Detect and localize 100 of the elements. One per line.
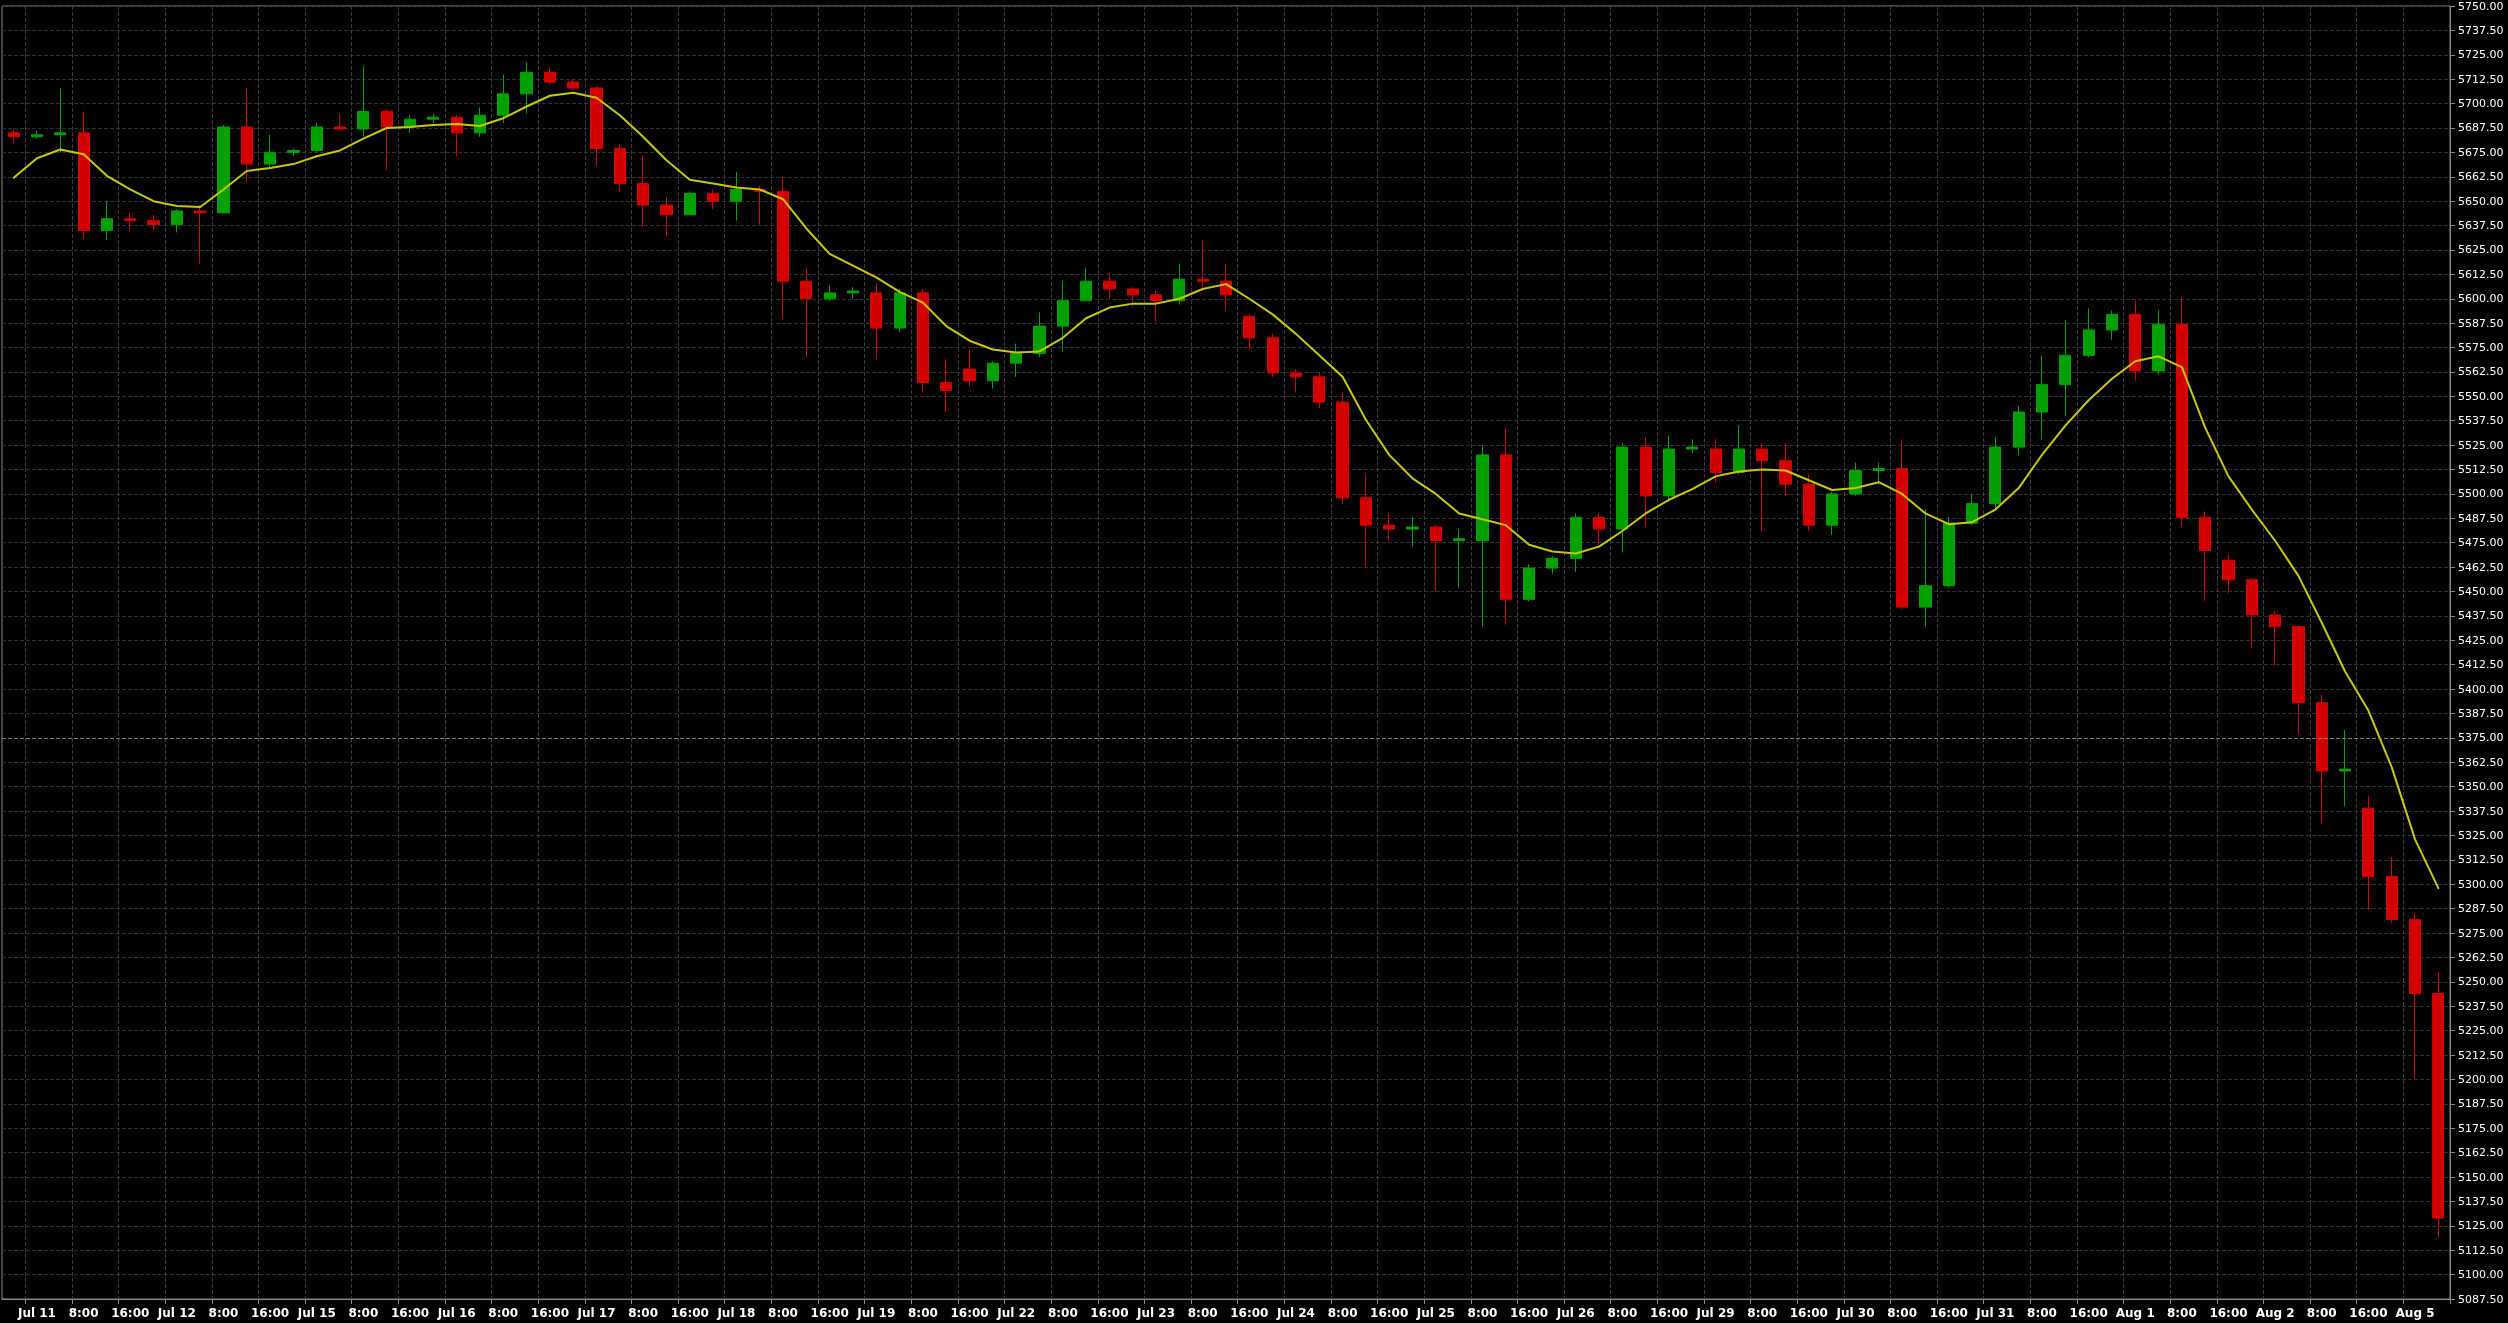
y-tick-label: 5200.00 [2458,1072,2504,1086]
candlestick [1826,491,1838,536]
candlestick [2222,553,2235,594]
candlestick [2409,913,2421,1080]
candlestick [1290,368,1302,393]
x-tick-label: 8:00 [907,1306,938,1320]
y-tick-label: 5525.00 [2458,438,2504,452]
y-tick-label: 5587.50 [2458,316,2504,330]
x-tick-label: Jul 31 [1975,1306,2015,1320]
x-tick-label: 16:00 [1649,1306,1689,1320]
y-tick-label: 5625.00 [2458,243,2504,257]
candlestick [1033,311,1046,358]
y-tick-label: 5712.50 [2458,72,2504,86]
y-tick-label: 5687.50 [2458,121,2504,135]
line-series [12,91,2440,890]
y-tick-label: 5537.50 [2458,414,2504,428]
x-tick-label: 8:00 [208,1306,239,1320]
candlestick [1080,267,1092,302]
y-tick-label: 5562.50 [2458,365,2504,379]
candlestick [147,214,160,231]
candlestick [2432,971,2444,1239]
x-tick-label: 8:00 [1467,1306,1498,1320]
x-tick-label: 16:00 [1370,1306,1409,1320]
candlestick [357,66,369,138]
candlestick [2339,729,2351,807]
candlestick [8,128,20,146]
candlestick [2083,308,2095,358]
candlestick [78,110,90,239]
x-tick-label: Jul 18 [716,1306,756,1320]
candlestick [241,87,253,183]
x-tick-label: 8:00 [488,1306,519,1320]
candlestick [2059,319,2071,417]
x-tick-label: 8:00 [1747,1306,1778,1320]
candlestick [777,177,789,319]
y-tick-label: 5700.00 [2458,97,2504,111]
y-tick-label: 5500.00 [2458,487,2504,501]
candlestick [1710,438,1722,483]
candlestick [1476,444,1489,628]
x-tick-label: Aug 1 [2115,1306,2155,1320]
candlestick [1966,493,1978,526]
candlestick [917,288,929,393]
candlestick [1803,473,1815,532]
x-tick-label: 16:00 [2349,1306,2388,1320]
y-tick-label: 5462.50 [2458,560,2504,574]
y-tick-label: 5487.50 [2458,511,2504,525]
candlestick [1383,512,1395,542]
candlestick [707,188,719,210]
y-tick-label: 5112.50 [2458,1243,2504,1257]
candlestick [544,67,556,85]
candlestick [101,200,113,241]
candlestick [2269,610,2281,667]
candlestick [2292,624,2305,735]
y-tick-label: 5400.00 [2458,682,2504,696]
x-tick-label: 16:00 [670,1306,709,1320]
y-tick-label: 5637.50 [2458,219,2504,233]
candlestick [1453,528,1465,589]
y-tick-label: 5725.00 [2458,48,2504,62]
candlestick [660,196,673,237]
candlestick [1150,290,1162,323]
y-tick-label: 5237.50 [2458,999,2504,1013]
y-tick-label: 5300.00 [2458,877,2504,891]
y-tick-label: 5325.00 [2458,828,2504,842]
candlestick [2013,405,2025,456]
candlestick [800,267,812,358]
x-tick-label: 16:00 [1230,1306,1269,1320]
x-tick-label: 16:00 [530,1306,569,1320]
candlestick [381,108,393,171]
candlestick [54,87,66,153]
x-tick-label: Jul 24 [1275,1306,1315,1320]
candlestick [1057,280,1069,352]
candlestick [1919,509,1932,628]
candlestick [520,62,533,114]
x-tick-label: Jul 12 [156,1306,196,1320]
x-tick-label: 16:00 [2209,1306,2248,1320]
x-tick-label: 8:00 [1607,1306,1638,1320]
y-tick-label: 5287.50 [2458,902,2504,916]
x-tick-label: 8:00 [1327,1306,1358,1320]
x-tick-label: 16:00 [1509,1306,1549,1320]
candlestick [1243,313,1255,350]
candlestick [1570,512,1582,573]
candlestick [637,155,649,228]
x-tick-label: 8:00 [768,1306,798,1320]
y-tick-label: 5337.50 [2458,804,2504,818]
x-tick-label: 16:00 [2069,1306,2108,1320]
candlestick [2246,577,2258,649]
y-tick-label: 5550.00 [2458,389,2504,403]
x-tick-label: 8:00 [2027,1306,2057,1320]
x-tick-label: Jul 22 [996,1306,1036,1320]
y-tick-label: 5175.00 [2458,1121,2504,1135]
candlestick [1756,442,1768,532]
candlestick [824,284,836,302]
candlestick [730,171,742,222]
y-tick-label: 5100.00 [2458,1268,2504,1282]
x-tick-label: 8:00 [1047,1306,1078,1320]
candlestick [1849,462,1862,497]
candlestick [1197,239,1209,292]
candlestick [1989,436,2001,511]
y-tick-label: 5575.00 [2458,341,2504,355]
y-tick-label: 5125.00 [2458,1219,2504,1233]
candlestick [1313,372,1325,409]
